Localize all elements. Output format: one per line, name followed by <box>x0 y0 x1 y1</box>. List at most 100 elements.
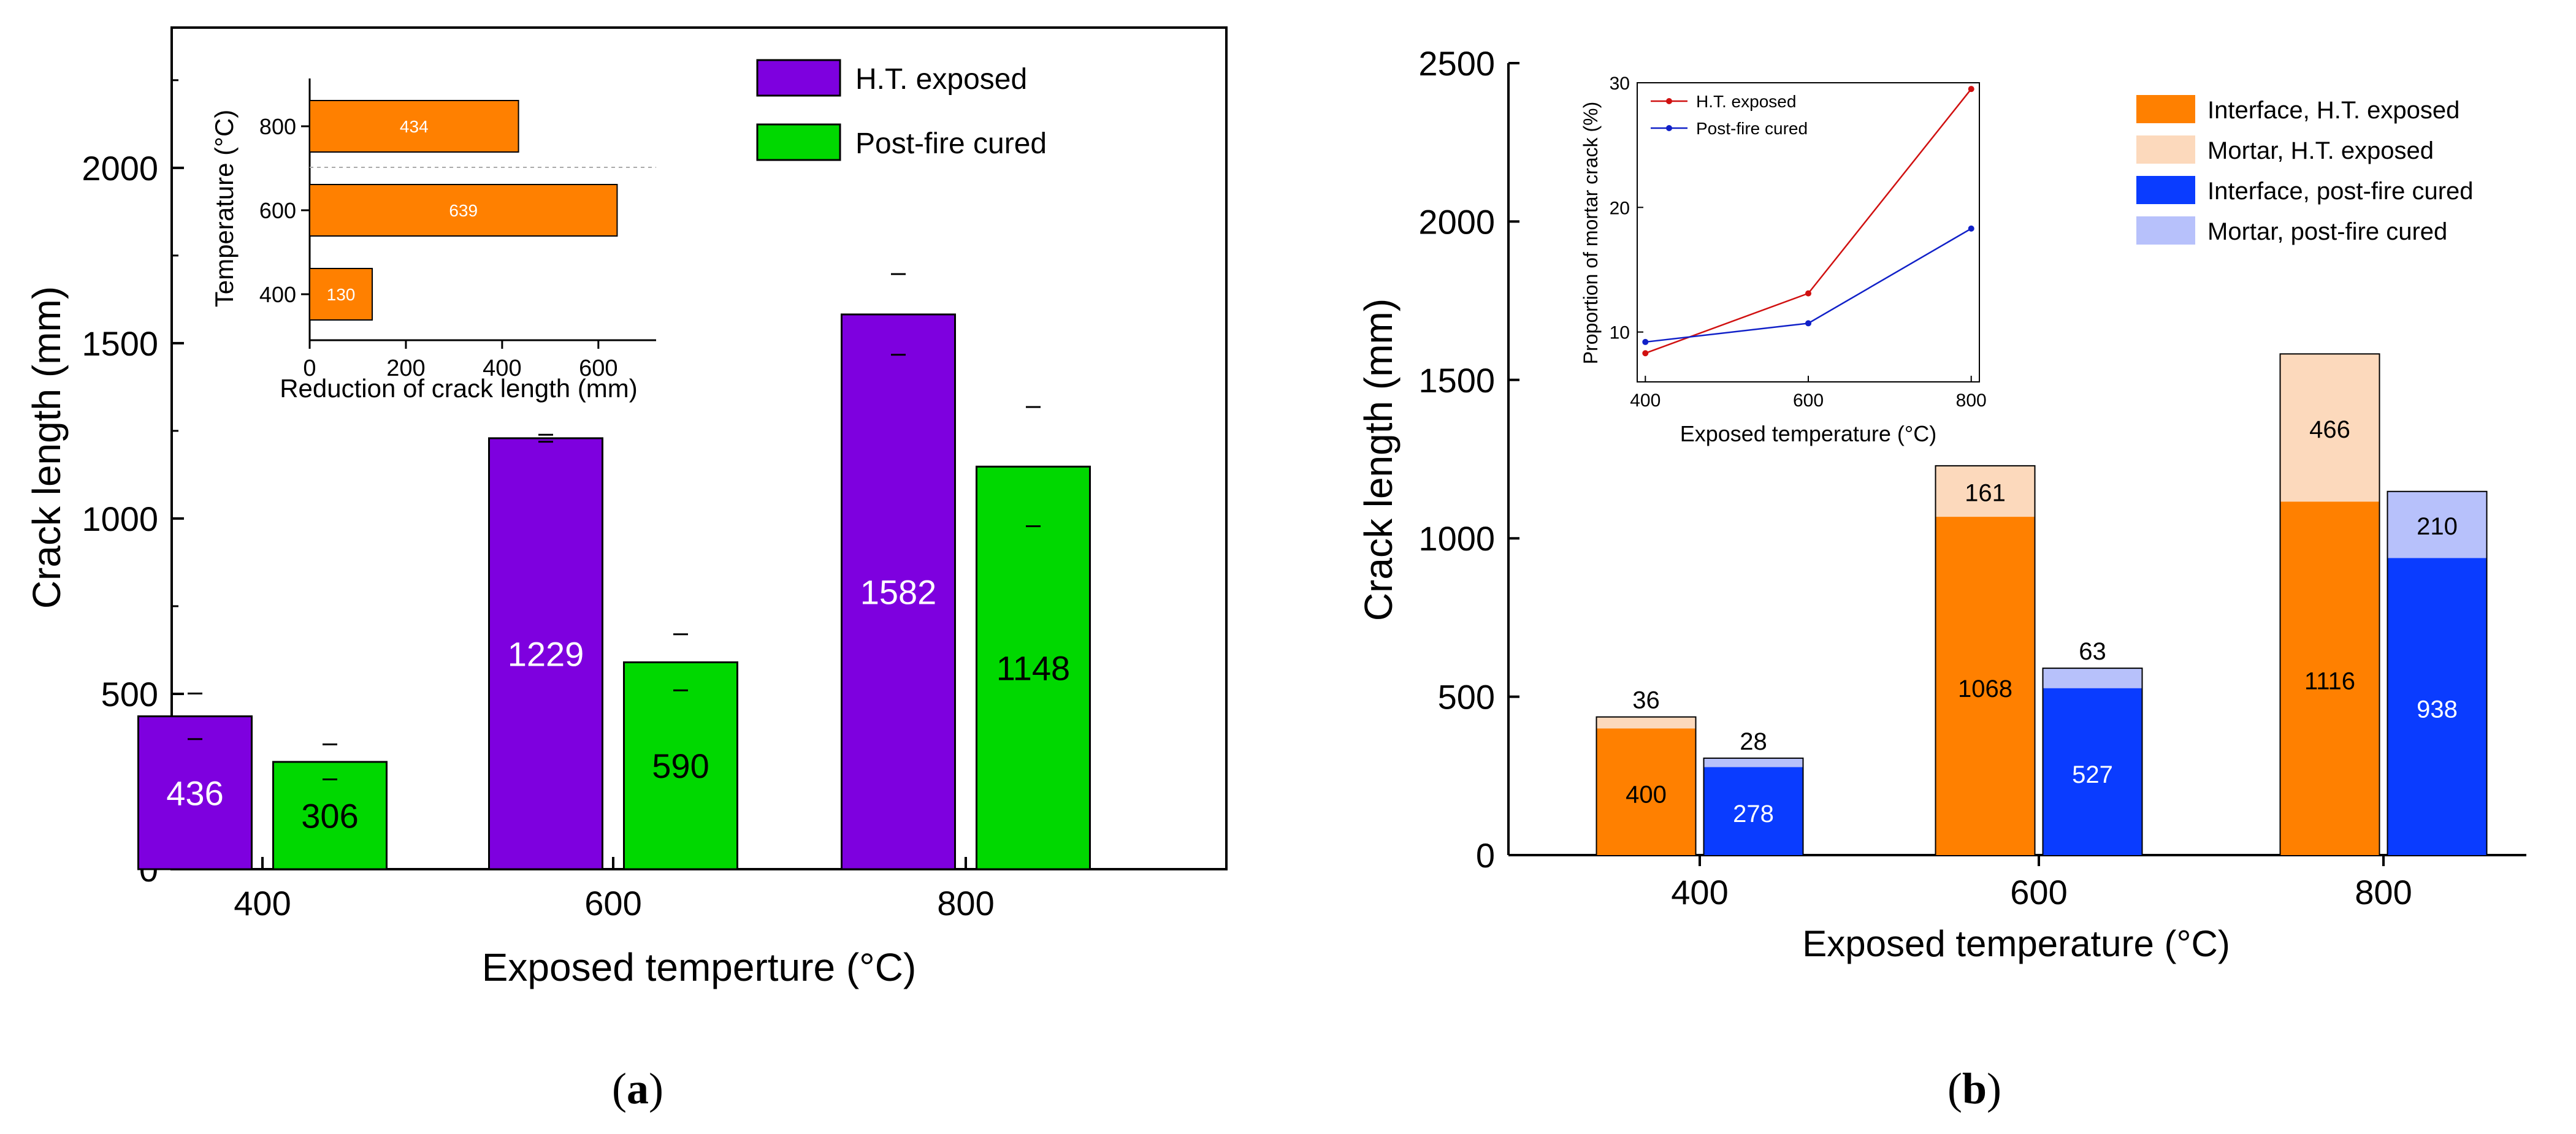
y-tick-label: 1500 <box>1418 361 1495 400</box>
x-tick-label: 800 <box>937 884 994 923</box>
stacked-bar-segment <box>1596 717 1696 729</box>
inset-data-point <box>1968 225 1974 232</box>
stacked-bar-segment <box>1703 758 1803 767</box>
stacked-bar-segment <box>2280 501 2380 855</box>
stacked-bar-segment <box>2387 491 2487 558</box>
data-label: 1582 <box>860 573 937 611</box>
stacked-bar-segment <box>2043 688 2142 855</box>
x-tick-label: 600 <box>584 884 641 923</box>
bar-outline <box>1935 465 2036 855</box>
inset-legend-label: H.T. exposed <box>1696 92 1796 111</box>
inset-x-tick-label: 200 <box>386 356 425 381</box>
stacked-bar-segment <box>2280 354 2380 502</box>
bar-outline <box>2279 353 2380 855</box>
bar <box>488 437 603 870</box>
panel-b-label: (b) <box>1947 1064 2001 1113</box>
data-label: 1229 <box>508 634 584 673</box>
inset-series-line <box>1645 88 1972 354</box>
data-label: 306 <box>301 796 358 835</box>
inset-data-point <box>1968 86 1974 93</box>
inset-bar <box>309 100 519 153</box>
inset-x-tick-label: 800 <box>1956 390 1987 411</box>
stacked-bar-segment <box>2387 558 2487 855</box>
inset-x-axis-title: Reduction of crack length (mm) <box>280 374 638 403</box>
legend-label: Interface, post-fire cured <box>2207 178 2474 205</box>
data-label: 527 <box>2072 761 2113 788</box>
bar-outline <box>1703 757 1804 855</box>
legend-label: Mortar, H.T. exposed <box>2207 137 2434 164</box>
data-label: 28 <box>1740 728 1767 755</box>
inset-legend-label: Post-fire cured <box>1696 119 1808 138</box>
data-label: 210 <box>2417 513 2458 540</box>
inset-y-tick-label: 10 <box>1610 323 1630 343</box>
y-tick-label: 2000 <box>82 149 158 188</box>
y-tick-label: 1000 <box>1418 519 1495 558</box>
inset-bar <box>309 184 618 237</box>
data-label: 161 <box>1965 479 2006 506</box>
inset-data-point <box>1642 338 1649 345</box>
y-tick-label: 1000 <box>82 500 158 538</box>
y-tick-label: 2500 <box>1418 44 1495 83</box>
inset-x-tick-label: 400 <box>1630 390 1661 411</box>
data-label: 36 <box>1632 687 1660 714</box>
legend-label: Interface, H.T. exposed <box>2207 97 2459 124</box>
data-label: 466 <box>2309 416 2350 443</box>
panel-a-label: (a) <box>612 1064 663 1113</box>
bar <box>137 715 253 870</box>
inset-legend-marker <box>1666 98 1672 104</box>
inset-data-label: 130 <box>327 285 356 304</box>
inset-y-axis-title: Temperature (°C) <box>210 110 239 308</box>
x-axis-title: Exposed temperture (°C) <box>482 945 917 989</box>
legend-swatch <box>2136 135 2195 164</box>
data-label: 400 <box>1626 782 1667 809</box>
inset-data-point <box>1642 350 1649 357</box>
y-tick-label: 0 <box>1476 836 1495 875</box>
data-label: 436 <box>166 774 223 812</box>
inset-x-axis-title: Exposed temperature (°C) <box>1680 421 1937 446</box>
bar-outline <box>2387 490 2488 855</box>
inset-y-axis-title: Proportion of mortar crack (%) <box>1580 102 1602 365</box>
data-label: 1068 <box>1958 675 2012 702</box>
inset-data-point <box>1805 320 1811 327</box>
legend-label: Post-fire cured <box>855 127 1047 160</box>
stacked-bar-segment <box>1935 517 2035 855</box>
x-tick-label: 600 <box>2010 873 2067 911</box>
inset-y-tick-label: 400 <box>259 282 296 307</box>
legend-swatch <box>2136 176 2195 204</box>
data-label: 1116 <box>2304 668 2355 695</box>
bar <box>623 661 738 870</box>
legend-swatch <box>2136 216 2195 245</box>
legend-swatch <box>756 123 841 161</box>
legend-label: H.T. exposed <box>855 63 1027 96</box>
data-label: 63 <box>2079 638 2106 665</box>
y-tick-label: 2000 <box>1418 202 1495 241</box>
stacked-bar-segment <box>1935 465 2035 517</box>
stacked-bar-segment <box>1703 767 1803 855</box>
stacked-bar-segment <box>2043 668 2142 688</box>
x-tick-label: 400 <box>1671 873 1728 911</box>
bar <box>976 465 1091 870</box>
y-tick-label: 1500 <box>82 324 158 363</box>
panel-b: 0 500 1000 1500 2000 2500 400 600 800 400 36 1068 16… <box>1356 44 2526 964</box>
legend-label: Mortar, post-fire cured <box>2207 218 2447 245</box>
legend-swatch <box>2136 95 2195 123</box>
data-label: 590 <box>652 747 709 785</box>
x-tick-label: 400 <box>234 884 291 923</box>
panel-a: 0 500 1000 1500 2000 400 600 800 436 1229 1582 306 5… <box>25 26 1228 989</box>
x-axis-title: Exposed temperature (°C) <box>1802 923 2230 964</box>
inset-data-label: 434 <box>400 117 429 136</box>
bar-outline <box>2042 668 2143 855</box>
inset-y-tick-label: 30 <box>1610 74 1630 94</box>
inset-bar <box>309 268 373 321</box>
inset-x-tick-label: 600 <box>1793 390 1824 411</box>
inset-y-tick-label: 20 <box>1610 198 1630 218</box>
y-tick-label: 500 <box>101 675 158 714</box>
inset-y-tick-label: 600 <box>259 198 296 223</box>
y-axis-title: Crack length (mm) <box>1356 299 1401 621</box>
x-tick-label: 800 <box>2355 873 2412 911</box>
bar <box>841 313 956 870</box>
inset-x-tick-label: 400 <box>483 356 521 381</box>
inset-y-tick-label: 800 <box>259 114 296 139</box>
data-label: 1148 <box>996 649 1070 688</box>
